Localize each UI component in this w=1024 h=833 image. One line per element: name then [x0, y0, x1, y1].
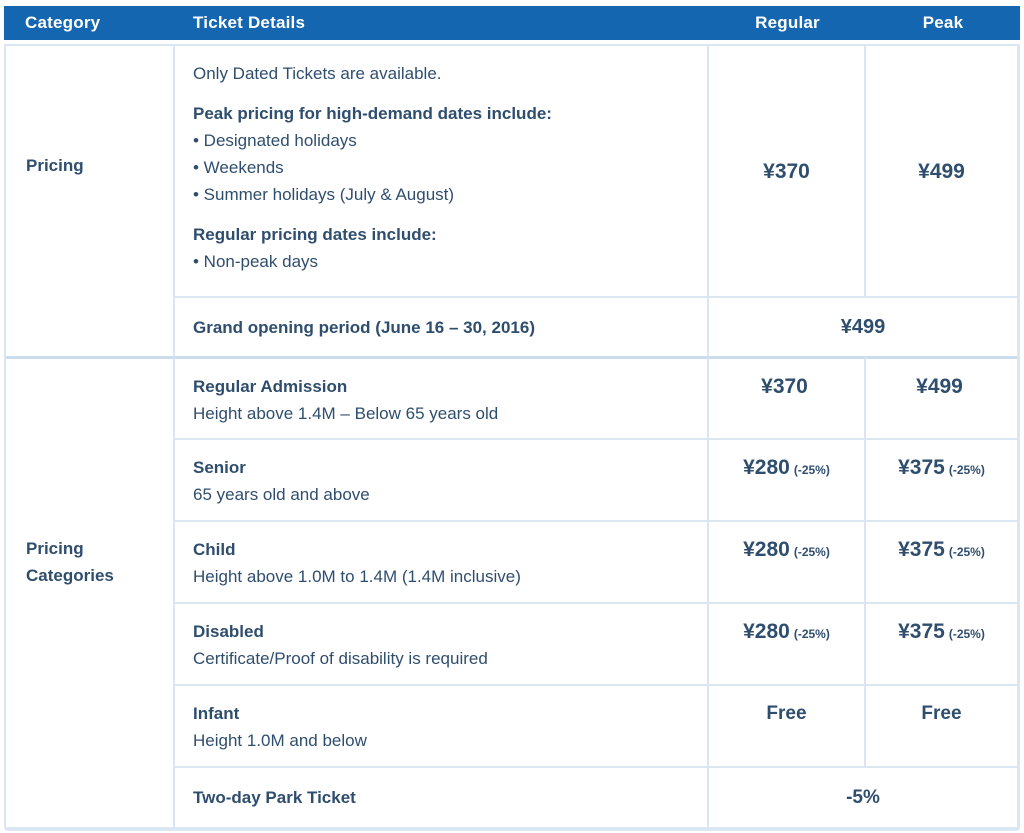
category-row-regular-admission: Regular Admission Height above 1.4M – Be…	[175, 356, 709, 438]
row-title: Senior	[193, 458, 246, 477]
grand-opening-label: Grand opening period (June 16 – 30, 2016…	[175, 296, 709, 356]
peak-price: ¥499	[918, 159, 965, 183]
table-body: Pricing Only Dated Tickets are available…	[4, 44, 1020, 831]
peak-price: ¥375	[898, 538, 945, 561]
regular-price: ¥280	[743, 620, 790, 643]
row-regular-price-cell: Free	[709, 684, 866, 766]
pricing-peak-price-cell: ¥499	[866, 46, 1017, 296]
grand-opening-price: ¥499	[709, 296, 1017, 356]
peak-bullet: • Weekends	[193, 158, 284, 177]
peak-price: ¥375	[898, 456, 945, 479]
row-title: Disabled	[193, 622, 264, 641]
row-description: 65 years old and above	[193, 485, 370, 504]
row-title: Regular Admission	[193, 377, 348, 396]
peak-bullet: • Summer holidays (July & August)	[193, 185, 455, 204]
regular-price: ¥370	[763, 159, 810, 183]
peak-pricing-heading: Peak pricing for high-demand dates inclu…	[193, 104, 552, 123]
category-row-disabled: Disabled Certificate/Proof of disability…	[175, 602, 709, 684]
regular-bullet: • Non-peak days	[193, 252, 319, 271]
discount-note: (-25%)	[948, 463, 985, 477]
row-title: Child	[193, 540, 236, 559]
peak-price: ¥375	[898, 620, 945, 643]
row-description: Certificate/Proof of disability is requi…	[193, 649, 488, 668]
categories-section-label: Pricing Categories	[6, 356, 175, 827]
pricing-regular-price-cell: ¥370	[709, 46, 866, 296]
header-peak: Peak	[922, 13, 964, 32]
peak-bullet: • Designated holidays	[193, 131, 357, 150]
two-day-ticket-label: Two-day Park Ticket	[175, 766, 709, 827]
pricing-details-cell: Only Dated Tickets are available. Peak p…	[175, 46, 709, 296]
discount-note: (-25%)	[948, 627, 985, 641]
category-row-infant: Infant Height 1.0M and below	[175, 684, 709, 766]
pricing-intro: Only Dated Tickets are available.	[193, 64, 442, 83]
row-title: Infant	[193, 704, 240, 723]
row-peak-price-cell: ¥375 (-25%)	[866, 520, 1017, 602]
row-description: Height 1.0M and below	[193, 731, 367, 750]
header-category: Category	[25, 13, 101, 32]
regular-price: ¥370	[761, 375, 808, 398]
row-regular-price-cell: ¥370	[709, 356, 866, 438]
peak-price: ¥499	[916, 375, 963, 398]
discount-note: (-25%)	[793, 627, 830, 641]
row-peak-price-cell: ¥499	[866, 356, 1017, 438]
discount-note: (-25%)	[948, 545, 985, 559]
regular-pricing-heading: Regular pricing dates include:	[193, 225, 437, 244]
discount-note: (-25%)	[793, 545, 830, 559]
row-peak-price-cell: ¥375 (-25%)	[866, 602, 1017, 684]
row-description: Height above 1.0M to 1.4M (1.4M inclusiv…	[193, 567, 521, 586]
row-description: Height above 1.4M – Below 65 years old	[193, 404, 499, 423]
discount-note: (-25%)	[793, 463, 830, 477]
regular-price: ¥280	[743, 538, 790, 561]
table-header-row: Category Ticket Details Regular Peak	[4, 6, 1020, 40]
header-regular: Regular	[755, 13, 820, 32]
row-regular-price-cell: ¥280 (-25%)	[709, 602, 866, 684]
row-peak-price-cell: Free	[866, 684, 1017, 766]
pricing-section-label: Pricing	[6, 46, 175, 356]
row-peak-price-cell: ¥375 (-25%)	[866, 438, 1017, 520]
two-day-ticket-price: -5%	[709, 766, 1017, 827]
row-regular-price-cell: ¥280 (-25%)	[709, 438, 866, 520]
regular-price: ¥280	[743, 456, 790, 479]
category-row-senior: Senior 65 years old and above	[175, 438, 709, 520]
header-ticket-details: Ticket Details	[193, 13, 306, 32]
peak-price: Free	[921, 703, 962, 724]
regular-price: Free	[766, 703, 807, 724]
category-row-child: Child Height above 1.0M to 1.4M (1.4M in…	[175, 520, 709, 602]
row-regular-price-cell: ¥280 (-25%)	[709, 520, 866, 602]
